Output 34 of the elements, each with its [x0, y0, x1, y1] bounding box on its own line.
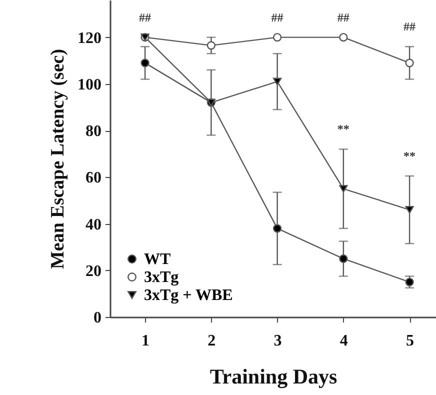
- annotation: ##: [404, 20, 416, 34]
- y-tick-label: 20: [86, 262, 102, 280]
- point: [272, 32, 282, 42]
- legend-label: WT: [144, 251, 171, 268]
- annotation: ##: [271, 10, 284, 24]
- y-tick-label: 80: [86, 123, 102, 140]
- y-tick-label: 60: [86, 170, 102, 187]
- x-axis-title: Training Days: [210, 364, 338, 388]
- annotation: **: [337, 122, 350, 136]
- y-axis-title: Mean Escape Latency (sec): [48, 48, 68, 270]
- point: [339, 184, 348, 193]
- annotation: ##: [337, 10, 350, 24]
- point: [339, 254, 348, 264]
- point: [405, 206, 414, 214]
- x-tick-label: 5: [406, 332, 414, 350]
- annotation: ##: [139, 10, 152, 24]
- x-tick-label: 4: [340, 332, 348, 350]
- y-tick-label: 40: [86, 216, 102, 234]
- point: [272, 78, 282, 86]
- x-tick-label: 2: [208, 332, 216, 350]
- y-tick-label: 0: [94, 310, 102, 326]
- legend-label: 3xTg: [144, 269, 179, 286]
- point: [405, 58, 414, 68]
- point: [206, 41, 216, 50]
- x-tick-label: 3: [274, 332, 282, 350]
- y-tick-label: 120: [78, 30, 102, 47]
- point: [140, 58, 150, 68]
- y-tick-label: 100: [78, 76, 102, 94]
- x-tick-label: 1: [142, 332, 150, 350]
- legend-label: 3xTg + WBE: [144, 287, 233, 304]
- point: [339, 32, 348, 42]
- point: [272, 224, 282, 233]
- point: [405, 278, 414, 286]
- annotation: **: [404, 148, 416, 163]
